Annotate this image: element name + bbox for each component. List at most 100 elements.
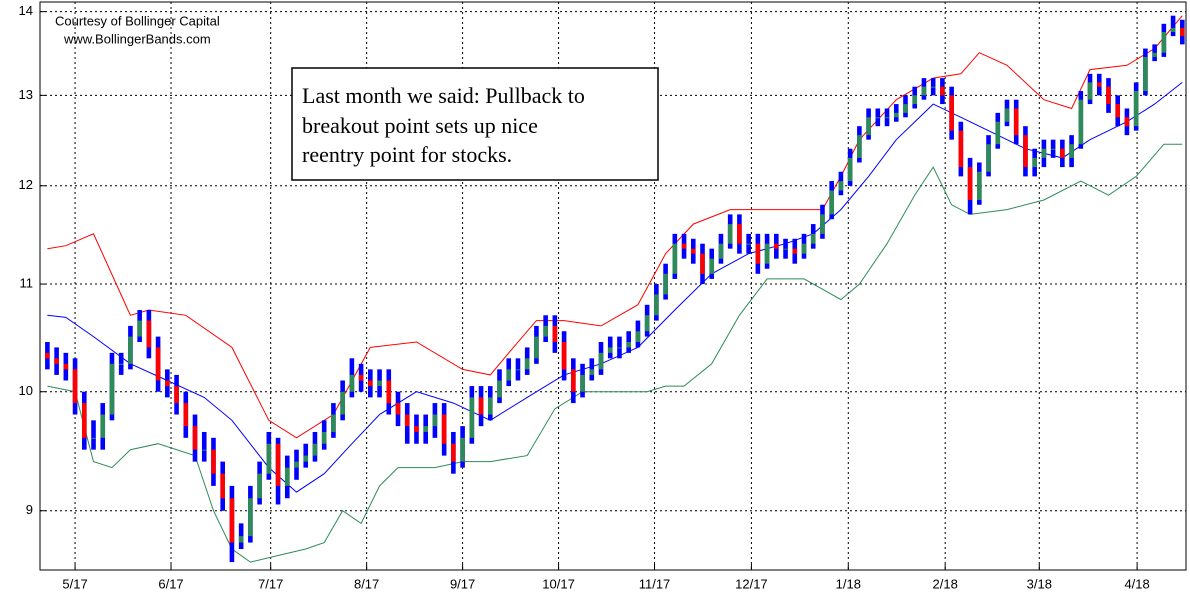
price-body [321, 431, 327, 444]
price-body [672, 243, 678, 274]
price-body [977, 171, 982, 200]
price-body [921, 86, 927, 96]
price-body [958, 130, 964, 168]
price-body [349, 374, 355, 392]
band-line [47, 143, 1183, 563]
x-tick-label: 4/18 [1124, 576, 1149, 591]
price-body [386, 380, 392, 404]
price-body [571, 369, 576, 392]
price-body [986, 144, 991, 172]
price-body [1170, 27, 1176, 32]
price-body [949, 95, 954, 131]
price-body [810, 233, 816, 244]
price-body [155, 347, 161, 381]
price-body [128, 336, 133, 364]
price-body [967, 167, 973, 200]
x-tick-label: 2/18 [933, 576, 958, 591]
price-body [414, 426, 419, 432]
price-body [478, 397, 484, 415]
price-body [903, 104, 908, 113]
price-body [294, 461, 299, 468]
annotation-box [291, 67, 659, 181]
price-body [1115, 104, 1121, 118]
price-body [755, 243, 761, 264]
price-body [266, 443, 272, 474]
price-bar [201, 431, 207, 462]
price-body [838, 181, 844, 191]
price-body [663, 273, 668, 295]
y-tick-label: 13 [19, 87, 33, 102]
credit-line: www.BollingerBands.com [63, 31, 211, 46]
price-body [857, 135, 862, 158]
price-body [940, 86, 945, 96]
price-body [248, 498, 253, 537]
price-body [875, 117, 881, 119]
price-body [183, 403, 189, 427]
price-body [100, 414, 106, 438]
price-body [737, 224, 742, 244]
price-body [774, 243, 779, 249]
price-body [81, 403, 87, 438]
price-body [820, 214, 825, 234]
annotation-line: reentry point for stocks. [302, 142, 512, 167]
band-line [47, 15, 1183, 439]
price-body [109, 363, 115, 415]
price-body [506, 369, 512, 381]
price-body [884, 117, 890, 119]
price-body [45, 352, 50, 359]
price-body [63, 363, 69, 370]
price-body [451, 443, 456, 462]
price-body [746, 243, 751, 245]
price-body [432, 414, 438, 427]
price-body [644, 315, 650, 332]
price-body [1133, 91, 1139, 127]
price-body [930, 86, 936, 88]
price-body [598, 352, 604, 370]
price-body [201, 449, 207, 451]
price-body [1050, 148, 1056, 150]
x-tick-label: 7/17 [258, 576, 283, 591]
price-body [709, 258, 715, 274]
price-body [1023, 135, 1028, 168]
price-body [801, 243, 807, 254]
price-body [1032, 157, 1037, 168]
price-body [497, 380, 502, 398]
price-body [91, 437, 96, 439]
price-body [174, 386, 179, 404]
price-body [238, 536, 244, 543]
plot-area [40, 2, 1186, 570]
price-body [792, 248, 798, 254]
price-body [681, 243, 687, 249]
price-body [552, 325, 558, 342]
y-tick-label: 14 [19, 3, 33, 18]
x-tick-label: 12/17 [735, 576, 768, 591]
price-body [340, 391, 345, 415]
price-body [626, 341, 631, 348]
plot-frame [39, 1, 1187, 571]
price-body [460, 437, 465, 462]
price-body [1106, 86, 1111, 105]
price-body [423, 426, 428, 432]
price-body [487, 397, 493, 415]
price-body [783, 248, 788, 250]
price-body [700, 253, 705, 274]
price-body [912, 95, 918, 105]
price-bar [91, 420, 96, 450]
y-tick-label: 12 [19, 177, 33, 192]
price-body [1096, 82, 1102, 87]
price-body [1013, 108, 1019, 136]
x-tick-label: 5/17 [62, 576, 87, 591]
price-bar [1170, 15, 1176, 37]
price-body [607, 347, 613, 353]
price-body [146, 320, 152, 348]
price-body [303, 455, 309, 462]
price-body [404, 414, 410, 427]
price-body [1060, 148, 1065, 158]
x-tick-label: 11/17 [639, 576, 671, 591]
price-body [192, 426, 198, 450]
y-tick-label: 10 [19, 383, 33, 398]
price-body [358, 374, 364, 381]
y-tick-label: 11 [20, 275, 34, 290]
price-body [617, 347, 622, 349]
